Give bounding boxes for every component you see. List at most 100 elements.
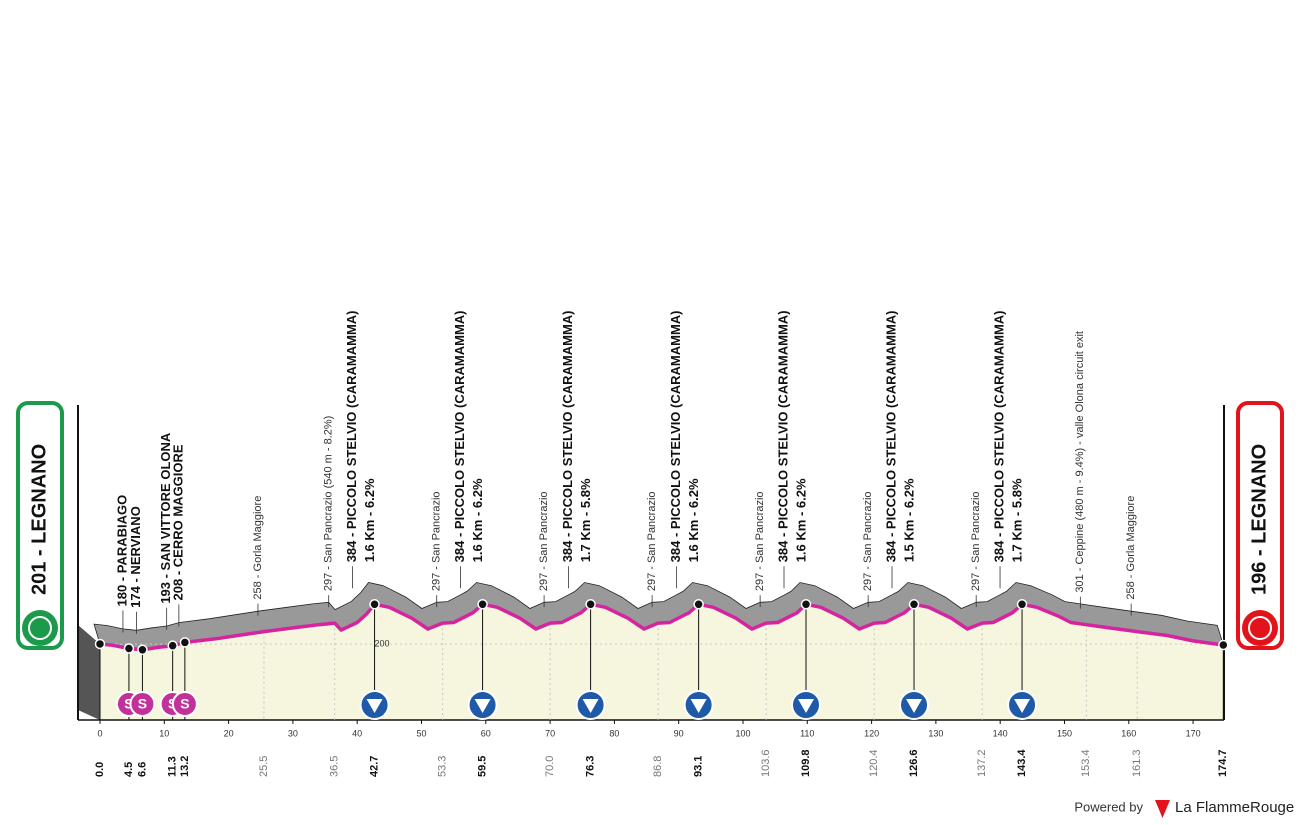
km-label: 153.4 (1080, 749, 1092, 777)
km-label: 13.2 (179, 756, 191, 777)
x-tick-label: 140 (993, 728, 1008, 738)
km-label: 143.4 (1016, 749, 1028, 777)
waypoint-name: 208 - CERRO MAGGIORE (170, 444, 185, 600)
waypoint-name: 297 - San Pancrazio (540 m - 8.2%) (323, 416, 335, 591)
brand: La FlammeRouge (1175, 799, 1294, 816)
waypoint-dot (1016, 599, 1028, 610)
waypoint-name: 384 - PICCOLO STELVIO (CARAMAMMA) (668, 310, 683, 562)
start-icon-wheel (28, 616, 52, 640)
waypoint-name: 384 - PICCOLO STELVIO (CARAMAMMA) (560, 310, 575, 562)
sprint-icon-label: S (124, 696, 133, 712)
waypoint-name: 297 - San Pancrazio (754, 491, 766, 591)
sprint-icon-label: S (180, 696, 189, 712)
waypoint-detail: 1.6 Km - 6.2% (686, 478, 701, 562)
waypoint-detail: 1.7 Km - 5.8% (1009, 478, 1024, 562)
road (99, 602, 1224, 652)
waypoint-dot (1218, 639, 1229, 651)
kom-triangle (582, 699, 599, 713)
kom-triangle (1014, 699, 1031, 713)
x-tick-label: 40 (352, 728, 362, 738)
km-label: 36.5 (329, 756, 341, 777)
waypoint-name: 258 - Gorla Maggiore (1125, 496, 1137, 600)
waypoint-name: 384 - PICCOLO STELVIO (CARAMAMMA) (991, 310, 1006, 562)
waypoint-dot (585, 599, 596, 610)
waypoint-detail: 1.7 Km - 5.8% (578, 478, 593, 562)
start-label: 201 - LEGNANO (28, 444, 50, 595)
waypoint-name: 384 - PICCOLO STELVIO (CARAMAMMA) (883, 310, 898, 562)
waypoint-detail: 1.6 Km - 6.2% (793, 478, 808, 562)
kom-triangle (690, 699, 707, 713)
km-label: 42.7 (368, 756, 380, 777)
km-label: 0.0 (94, 762, 106, 777)
x-tick-label: 160 (1121, 728, 1136, 738)
km-label: 6.6 (136, 762, 148, 777)
waypoint-dot (369, 599, 380, 610)
finish-icon-wheel (1248, 616, 1272, 640)
km-label: 25.5 (258, 756, 270, 777)
plot: 200 0 10 20 30 40 50 60 70 80 90 100 110 120 130 140 150… (77, 310, 1229, 777)
waypoint-dot (137, 644, 148, 656)
x-tick-label: 0 (97, 728, 102, 738)
waypoint-dot (800, 599, 812, 610)
km-label: 103.6 (760, 749, 772, 777)
finish-pill (1236, 401, 1284, 650)
x-tick-label: 60 (481, 728, 491, 738)
waypoint-name: 258 - Gorla Maggiore (252, 496, 264, 600)
km-label: 109.8 (800, 749, 812, 777)
y-tick-label: 200 (374, 639, 389, 649)
waypoint-dot (477, 599, 488, 610)
kom-triangle (474, 699, 491, 713)
waypoint-dot (693, 599, 704, 610)
ground (100, 604, 1224, 720)
waypoint-name: 297 - San Pancrazio (431, 491, 443, 591)
waypoint-name: 174 - NERVIANO (128, 506, 143, 608)
waypoint-name: 384 - PICCOLO STELVIO (CARAMAMMA) (775, 310, 790, 562)
km-label: 59.5 (476, 756, 488, 777)
finish-icon (1242, 610, 1278, 646)
km-label: 174.7 (1217, 749, 1229, 777)
waypoint-name: 301 - Ceppine (480 m - 9.4%) - valle Olo… (1074, 331, 1086, 593)
waypoint-name: 297 - San Pancrazio (538, 491, 550, 591)
kom-triangle (366, 699, 383, 713)
km-label: 93.1 (693, 756, 705, 777)
sprint-icon (129, 691, 156, 717)
km-label: 86.8 (652, 756, 664, 777)
km-label: 76.3 (585, 756, 597, 777)
start-wall (78, 625, 100, 720)
kom-triangle (906, 699, 923, 713)
powered-by: Powered by (1074, 799, 1143, 814)
waypoint-dot (179, 637, 191, 648)
x-tick-label: 30 (288, 728, 298, 738)
waypoint-dot (167, 640, 178, 651)
sprint-icon-label: S (138, 696, 147, 712)
waypoint-dot (908, 599, 920, 610)
km-label: 11.3 (167, 756, 179, 777)
kom-triangle (798, 699, 815, 713)
waypoint-name: 193 - SAN VITTORE OLONA (158, 432, 173, 604)
waypoint-name: 297 - San Pancrazio (862, 491, 874, 591)
waypoint-name: 180 - PARABIAGO (114, 495, 129, 607)
x-tick-label: 150 (1057, 728, 1072, 738)
brand-logo (1155, 800, 1170, 818)
km-label: 4.5 (123, 762, 135, 777)
x-tick-label: 170 (1186, 728, 1201, 738)
x-tick-label: 70 (545, 728, 555, 738)
x-tick-label: 110 (800, 728, 814, 738)
waypoint-name: 384 - PICCOLO STELVIO (CARAMAMMA) (344, 310, 359, 562)
km-label: 161.3 (1131, 749, 1143, 777)
waypoint-dot (94, 638, 106, 650)
x-tick-label: 130 (928, 728, 943, 738)
km-label: 137.2 (976, 749, 988, 777)
km-label: 53.3 (437, 756, 449, 777)
start-icon (22, 610, 58, 646)
x-tick-label: 100 (735, 728, 750, 738)
waypoint-detail: 1.6 Km - 6.2% (362, 478, 377, 562)
x-tick-label: 80 (609, 728, 619, 738)
waypoint-name: 297 - San Pancrazio (970, 491, 982, 591)
waypoint-detail: 1.6 Km - 6.2% (470, 478, 485, 562)
waypoint-name: 297 - San Pancrazio (646, 491, 658, 591)
finish-label: 196 - LEGNANO (1248, 444, 1270, 595)
x-tick-label: 90 (674, 728, 684, 738)
x-tick-label: 50 (416, 728, 426, 738)
